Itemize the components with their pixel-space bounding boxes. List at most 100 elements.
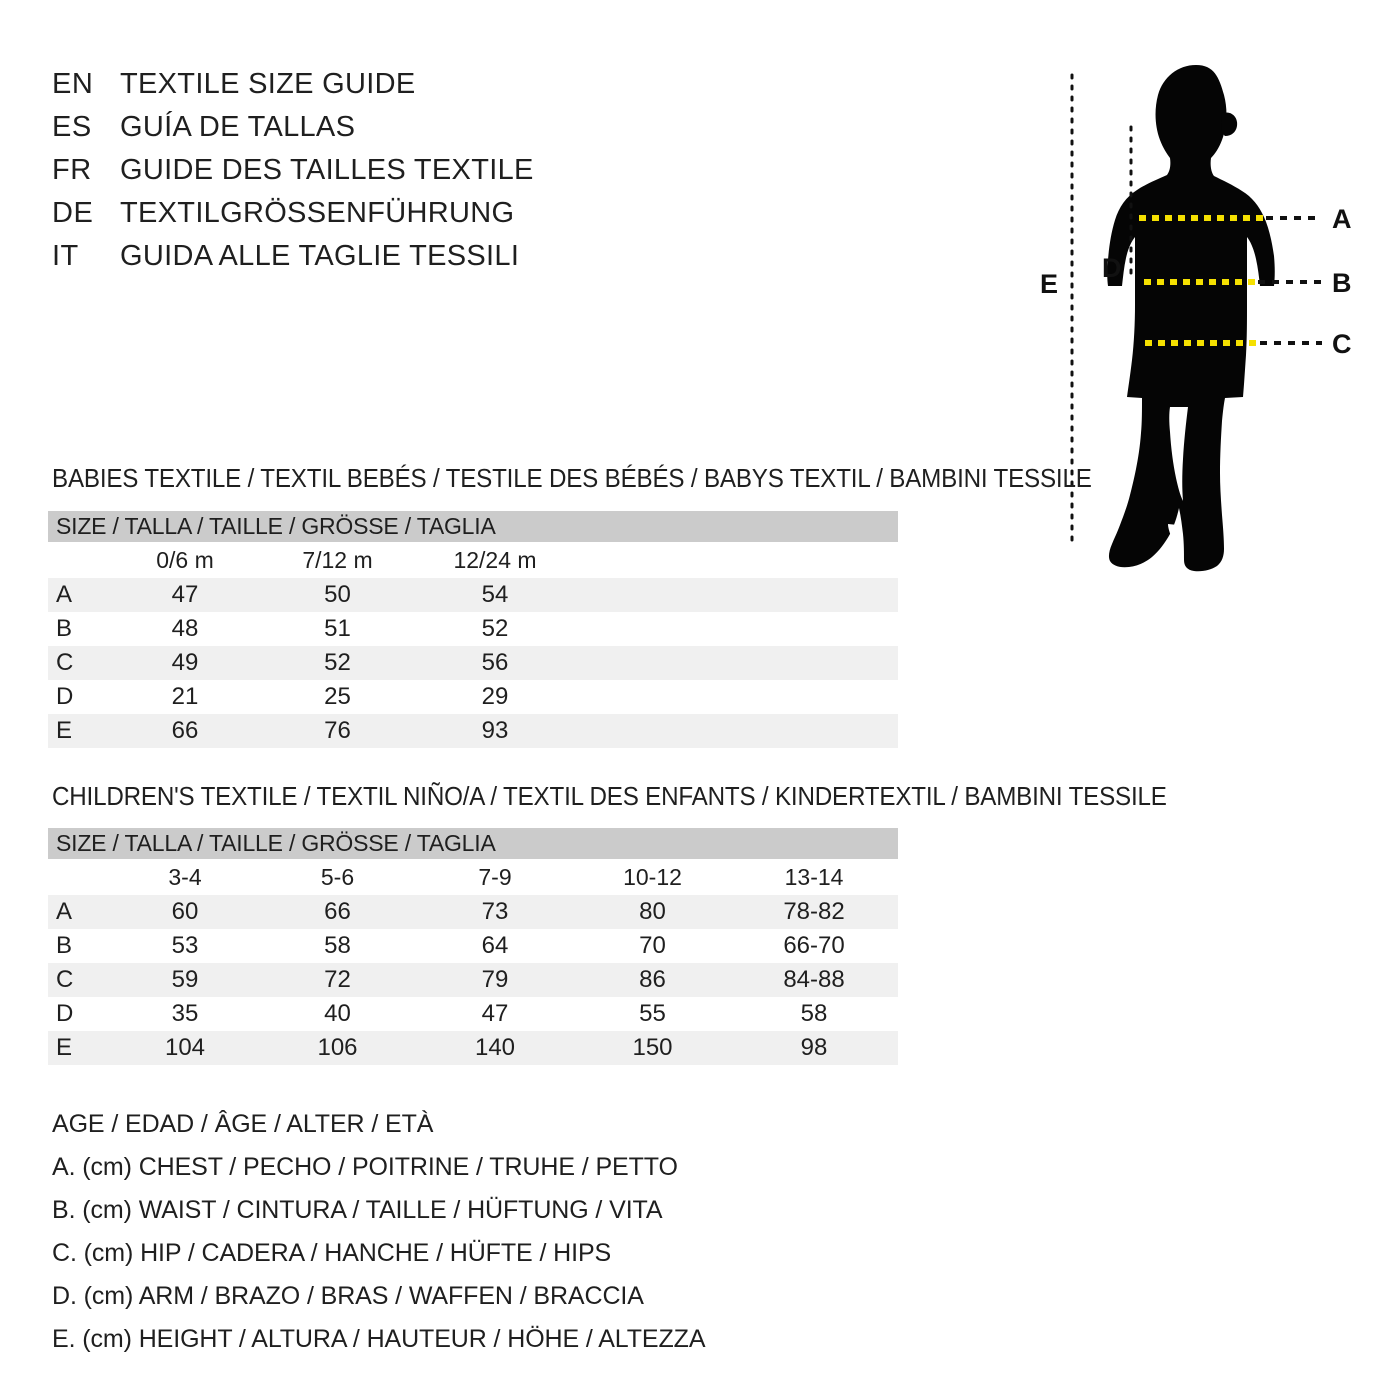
language-text-es: GUÍA DE TALLAS: [120, 111, 356, 143]
babies-cell-d-pad: [575, 680, 898, 714]
children-size-bar-row: SIZE / TALLA / TAILLE / GRÖSSE / TAGLIA: [48, 828, 899, 859]
language-text-it: GUIDA ALLE TAGLIE TESSILI: [120, 240, 520, 272]
babies-col-0: 0/6 m: [156, 546, 214, 573]
language-code-en: EN: [52, 68, 94, 100]
children-column-header-row: 3-4 5-6 7-9 10-12 13-14: [48, 859, 898, 895]
babies-cell-c-pad: [575, 646, 899, 680]
children-row-label-c: C: [48, 963, 110, 997]
children-cell-b-2: 64: [481, 932, 509, 959]
babies-col-1: 7/12 m: [302, 546, 373, 573]
children-cell-d-4: 58: [800, 1000, 828, 1027]
babies-cell-c-2: 56: [415, 646, 575, 680]
children-cell-e-2: 140: [415, 1031, 575, 1065]
babies-cell-d-1: 25: [324, 683, 351, 710]
babies-size-bar-row: SIZE / TALLA / TAILLE / GRÖSSE / TAGLIA: [48, 511, 899, 542]
language-row-de: DE TEXTILGRÖSSENFÜHRUNG: [52, 197, 652, 240]
language-code-it: IT: [52, 240, 79, 272]
babies-cell-b-1: 51: [324, 615, 351, 642]
babies-size-bar: SIZE / TALLA / TAILLE / GRÖSSE / TAGLIA: [48, 511, 899, 542]
children-cell-d-1: 40: [324, 1000, 351, 1027]
children-row-label-a: A: [48, 895, 110, 929]
babies-cell-a-pad: [575, 578, 899, 612]
babies-cell-a-2: 54: [415, 578, 575, 612]
babies-section-title: BABIES TEXTILE / TEXTIL BEBÉS / TESTILE …: [52, 463, 1092, 493]
children-cell-a-2: 73: [415, 895, 575, 929]
measurement-legend: AGE / EDAD / ÂGE / ALTER / ETÀ A. (cm) C…: [52, 1103, 802, 1361]
babies-corner-cell: [48, 542, 110, 578]
children-col-2: 7-9: [478, 863, 512, 890]
children-cell-a-3: 80: [575, 895, 730, 929]
children-cell-e-4: 98: [730, 1031, 899, 1065]
babies-cell-b-pad: [575, 612, 898, 646]
children-section-title: CHILDREN'S TEXTILE / TEXTIL NIÑO/A / TEX…: [52, 781, 1167, 811]
babies-row-label-b: B: [56, 615, 73, 642]
babies-cell-e-0: 66: [110, 714, 260, 748]
children-cell-d-2: 47: [481, 1000, 509, 1027]
children-cell-c-4: 84-88: [730, 963, 899, 997]
language-row-en: EN TEXTILE SIZE GUIDE: [52, 68, 652, 111]
table-row: D 21 25 29: [48, 680, 898, 714]
table-row: A 60 66 73 80 78-82: [48, 895, 899, 929]
babies-cell-c-1: 52: [260, 646, 415, 680]
table-row: C 49 52 56: [48, 646, 899, 680]
children-row-label-d: D: [56, 1000, 74, 1027]
language-row-es: ES GUÍA DE TALLAS: [52, 111, 652, 154]
babies-cell-d-2: 29: [481, 683, 509, 710]
table-row: D 35 40 47 55 58: [48, 997, 898, 1031]
babies-cell-b-2: 52: [481, 615, 509, 642]
legend-line-age: AGE / EDAD / ÂGE / ALTER / ETÀ: [52, 1110, 434, 1138]
babies-column-header-row: 0/6 m 7/12 m 12/24 m: [48, 542, 898, 578]
legend-line-c-hip: C. (cm) HIP / CADERA / HANCHE / HÜFTE / …: [52, 1239, 612, 1267]
children-cell-e-0: 104: [110, 1031, 260, 1065]
language-code-es: ES: [52, 111, 92, 143]
babies-cell-c-0: 49: [110, 646, 260, 680]
children-row-label-e: E: [48, 1031, 110, 1065]
children-cell-b-0: 53: [171, 932, 199, 959]
figure-label-e: E: [1040, 269, 1058, 299]
language-text-fr: GUIDE DES TAILLES TEXTILE: [120, 154, 534, 186]
figure-label-b: B: [1332, 268, 1352, 298]
children-cell-e-1: 106: [260, 1031, 415, 1065]
children-cell-c-0: 59: [110, 963, 260, 997]
babies-cell-b-0: 48: [171, 615, 199, 642]
children-row-label-b: B: [56, 932, 73, 959]
legend-line-e-height: E. (cm) HEIGHT / ALTURA / HAUTEUR / HÖHE…: [52, 1325, 706, 1353]
children-corner-cell: [48, 859, 110, 895]
language-text-en: TEXTILE SIZE GUIDE: [120, 68, 416, 100]
children-cell-c-3: 86: [575, 963, 730, 997]
babies-row-label-d: D: [56, 683, 74, 710]
table-row: A 47 50 54: [48, 578, 899, 612]
language-row-it: IT GUIDA ALLE TAGLIE TESSILI: [52, 240, 652, 283]
children-cell-d-3: 55: [639, 1000, 666, 1027]
babies-cell-e-1: 76: [260, 714, 415, 748]
children-size-bar: SIZE / TALLA / TAILLE / GRÖSSE / TAGLIA: [48, 828, 899, 859]
table-row: E 104 106 140 150 98: [48, 1031, 899, 1065]
children-cell-a-0: 60: [110, 895, 260, 929]
babies-size-table: SIZE / TALLA / TAILLE / GRÖSSE / TAGLIA …: [48, 511, 899, 748]
babies-cell-e-2: 93: [415, 714, 575, 748]
babies-row-label-e: E: [48, 714, 110, 748]
babies-row-label-a: A: [48, 578, 110, 612]
measurement-figure: A B C D E: [1010, 55, 1390, 575]
figure-label-c: C: [1332, 329, 1352, 359]
language-row-fr: FR GUIDE DES TAILLES TEXTILE: [52, 154, 652, 197]
children-cell-c-1: 72: [260, 963, 415, 997]
language-title-block: EN TEXTILE SIZE GUIDE ES GUÍA DE TALLAS …: [52, 68, 652, 283]
children-cell-b-3: 70: [639, 932, 666, 959]
children-cell-b-1: 58: [324, 932, 351, 959]
language-code-fr: FR: [52, 154, 92, 186]
legend-line-b-waist: B. (cm) WAIST / CINTURA / TAILLE / HÜFTU…: [52, 1196, 663, 1224]
table-row: B 53 58 64 70 66-70: [48, 929, 898, 963]
babies-col-spacer: [575, 542, 898, 578]
children-cell-c-2: 79: [415, 963, 575, 997]
children-col-3: 10-12: [623, 863, 682, 890]
babies-col-2: 12/24 m: [453, 546, 537, 573]
table-row: E 66 76 93: [48, 714, 899, 748]
child-silhouette-icon: [1107, 65, 1275, 572]
children-col-0: 3-4: [168, 863, 202, 890]
figure-label-d: D: [1102, 253, 1122, 283]
table-row: C 59 72 79 86 84-88: [48, 963, 899, 997]
legend-line-d-arm: D. (cm) ARM / BRAZO / BRAS / WAFFEN / BR…: [52, 1282, 644, 1310]
children-col-1: 5-6: [320, 863, 355, 890]
babies-row-label-c: C: [48, 646, 110, 680]
